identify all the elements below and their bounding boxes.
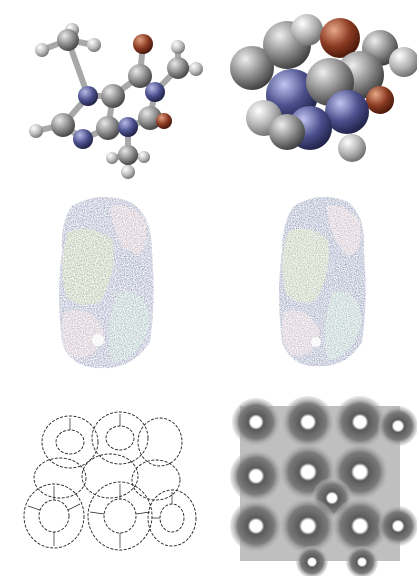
protein-complex-outlined-icon <box>279 196 366 367</box>
ball-and-stick-panel <box>0 0 205 190</box>
small-molecule-space-filling-icon <box>230 14 417 162</box>
protein-outlined-panel <box>212 192 417 382</box>
ring-line-drawing-panel <box>0 386 205 576</box>
ring-assembly-surface-icon <box>230 396 417 576</box>
space-filling-panel <box>212 0 417 190</box>
protein-shaded-panel <box>0 192 205 382</box>
ring-surface-panel <box>212 386 417 576</box>
protein-complex-shaded-icon <box>59 196 154 369</box>
small-molecule-ball-and-stick-icon <box>29 23 203 179</box>
ring-assembly-line-drawing-icon <box>23 411 197 551</box>
